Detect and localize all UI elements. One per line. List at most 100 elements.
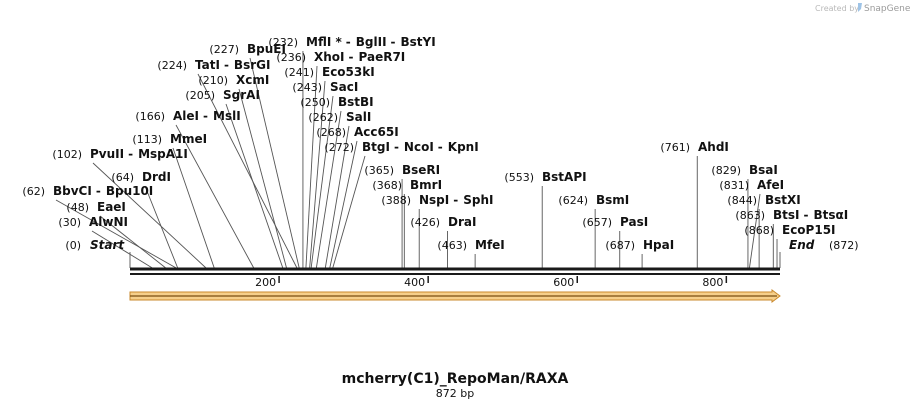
site-name-afei[interactable]: AfeI: [757, 178, 784, 192]
site-name-bseri[interactable]: BseRI: [402, 163, 440, 177]
site-name-nspi[interactable]: NspI: [419, 193, 449, 207]
site-bstxi[interactable]: (844) BstXI: [727, 193, 800, 207]
site-name-acc65i[interactable]: Acc65I: [354, 125, 399, 139]
site-name-mmei[interactable]: MmeI: [170, 132, 207, 146]
site-btgi[interactable]: (272) BtgI - NcoI - KpnI: [324, 140, 478, 154]
site-name-alwni[interactable]: AlwNI: [89, 215, 128, 229]
leader-line-eaei: [99, 215, 167, 269]
leader-line-xcmi: [238, 88, 287, 269]
site-nspi[interactable]: (388) NspI - SphI: [381, 193, 493, 207]
site-name-bstbi[interactable]: BstBI: [338, 95, 374, 109]
site-bstapi[interactable]: (553) BstAPI: [504, 170, 586, 184]
site-name-bstxi[interactable]: BstXI: [765, 193, 801, 207]
site-xcmi[interactable]: (210) XcmI: [198, 73, 269, 87]
site-eco53ki[interactable]: (241) Eco53kI: [284, 65, 374, 79]
site-mfei[interactable]: (463) MfeI: [437, 238, 504, 252]
site-xhoi[interactable]: (236) XhoI - PaeR7I: [276, 50, 405, 64]
site-name-eaei[interactable]: EaeI: [97, 200, 126, 214]
site-name-bsmi[interactable]: BsmI: [596, 193, 629, 207]
site-btsi[interactable]: (863) BtsI - BtsαI: [735, 208, 848, 222]
site-pvuii[interactable]: (102) PvuII - MspA1I: [52, 147, 187, 161]
site-name-bsrgi[interactable]: BsrGI: [234, 58, 271, 72]
site-name-bbvci[interactable]: BbvCI: [53, 184, 92, 198]
site-name-bpu10i[interactable]: Bpu10I: [106, 184, 153, 198]
site-name-bstapi[interactable]: BstAPI: [542, 170, 587, 184]
site-drdi[interactable]: (64) DrdI: [111, 170, 171, 184]
site-name-bmri[interactable]: BmrI: [410, 178, 442, 192]
site-tati[interactable]: (224) TatI - BsrGI: [157, 58, 270, 72]
start-label: Start: [90, 238, 125, 252]
site-name-bglii[interactable]: BglII: [356, 35, 387, 49]
site-name-btgi[interactable]: BtgI: [362, 140, 390, 154]
site-name-bpuei[interactable]: BpuEI: [247, 42, 286, 56]
site-position: (166): [135, 110, 165, 123]
site-bseri[interactable]: (365) BseRI: [364, 163, 440, 177]
site-bmri[interactable]: (368) BmrI: [372, 178, 442, 192]
site-name-pvuii[interactable]: PvuII: [90, 147, 124, 161]
site-position: (863): [735, 209, 765, 222]
site-bbvci[interactable]: (62) BbvCI - Bpu10I: [22, 184, 153, 198]
tick-label-400: 400: [404, 276, 425, 289]
site-name-kpni[interactable]: KpnI: [448, 140, 479, 154]
site-name-separator: -: [394, 140, 399, 154]
site-name-mspa1i[interactable]: MspA1I: [138, 147, 188, 161]
site-name-mfei[interactable]: MfeI: [475, 238, 505, 252]
credit-brand: SnapGene: [864, 4, 911, 14]
site-mfli[interactable]: (232) MflI * - BglII - BstYI: [268, 35, 435, 49]
site-name-drai[interactable]: DraI: [448, 215, 476, 229]
site-name-alei[interactable]: AleI: [173, 109, 199, 123]
site-bsai[interactable]: (829) BsaI: [711, 163, 777, 177]
site-name-xcmi[interactable]: XcmI: [236, 73, 269, 87]
end-marker: End (872): [789, 238, 859, 252]
site-name-eco53ki[interactable]: Eco53kI: [322, 65, 375, 79]
map-length: 872 bp: [436, 387, 474, 400]
site-position: (761): [660, 141, 690, 154]
site-pasi[interactable]: (657) PasI: [582, 215, 648, 229]
site-name-ahdi[interactable]: AhdI: [698, 140, 729, 154]
site-mmei[interactable]: (113) MmeI: [132, 132, 207, 146]
site-saci[interactable]: (243) SacI: [292, 80, 358, 94]
site-drai[interactable]: (426) DraI: [410, 215, 476, 229]
site-name-mfli[interactable]: MflI *: [306, 35, 342, 49]
leader-lines: [55, 51, 781, 269]
site-ecop15i[interactable]: (868) EcoP15I: [744, 223, 835, 237]
site-name-hpai[interactable]: HpaI: [643, 238, 674, 252]
tick-label-800: 800: [702, 276, 723, 289]
site-bstbi[interactable]: (250) BstBI: [300, 95, 373, 109]
site-name-paer7i[interactable]: PaeR7I: [359, 50, 406, 64]
site-afei[interactable]: (831) AfeI: [719, 178, 784, 192]
site-name-saci[interactable]: SacI: [330, 80, 358, 94]
site-position: (224): [157, 59, 187, 72]
site-name-pasi[interactable]: PasI: [620, 215, 648, 229]
site-name-xhoi[interactable]: XhoI: [314, 50, 345, 64]
site-position: (243): [292, 81, 322, 94]
site-name-bts-i[interactable]: BtsαI: [813, 208, 848, 222]
site-position: (553): [504, 171, 534, 184]
leader-line-mmei: [172, 147, 215, 269]
end-label: End: [789, 238, 815, 252]
site-name-msli[interactable]: MslI: [213, 109, 241, 123]
site-hpai[interactable]: (687) HpaI: [605, 238, 674, 252]
site-bpuei[interactable]: (227) BpuEI: [209, 42, 286, 56]
site-name-drdi[interactable]: DrdI: [142, 170, 171, 184]
site-sgrai[interactable]: (205) SgrAI: [185, 88, 260, 102]
site-position: (268): [316, 126, 346, 139]
site-alei[interactable]: (166) AleI - MslI: [135, 109, 240, 123]
site-sali[interactable]: (262) SalI: [308, 110, 371, 124]
site-eaei[interactable]: (48) EaeI: [66, 200, 126, 214]
site-bsmi[interactable]: (624) BsmI: [558, 193, 629, 207]
leader-line-afei: [748, 193, 761, 269]
site-name-tati[interactable]: TatI: [195, 58, 220, 72]
site-name-sgrai[interactable]: SgrAI: [223, 88, 260, 102]
site-name-sali[interactable]: SalI: [346, 110, 371, 124]
site-name-ecop15i[interactable]: EcoP15I: [782, 223, 836, 237]
site-alwni[interactable]: (30) AlwNI: [58, 215, 128, 229]
site-name-btsi[interactable]: BtsI: [773, 208, 800, 222]
site-ahdi[interactable]: (761) AhdI: [660, 140, 728, 154]
site-name-sphi[interactable]: SphI: [463, 193, 493, 207]
site-name-bstyi[interactable]: BstYI: [401, 35, 436, 49]
site-name-ncoi[interactable]: NcoI: [404, 140, 434, 154]
site-acc65i[interactable]: (268) Acc65I: [316, 125, 398, 139]
site-name-bsai[interactable]: BsaI: [749, 163, 778, 177]
site-position: (227): [209, 43, 239, 56]
